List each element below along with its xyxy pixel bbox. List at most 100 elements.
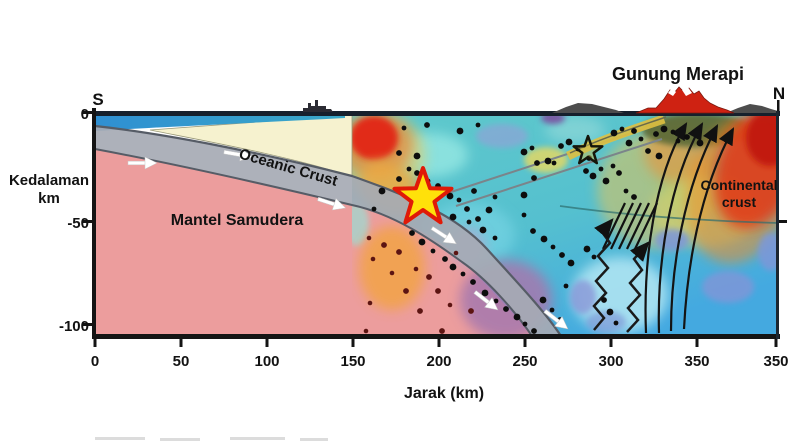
x-tick-label: 250 xyxy=(512,353,537,370)
earthquake-dot xyxy=(396,150,402,156)
volcano-title: Gunung Merapi xyxy=(612,64,744,84)
white-arrow-icon xyxy=(317,196,347,211)
y-axis-title-line1: Kedalaman xyxy=(9,172,89,189)
slab-motion-arrows xyxy=(127,148,569,330)
earthquake-dot xyxy=(655,152,663,160)
earthquake-dot-red xyxy=(453,250,459,256)
x-tick-label: 350 xyxy=(763,353,788,370)
earthquake-dot xyxy=(601,297,607,303)
white-arrow-icon xyxy=(473,290,499,311)
white-arrow-icon xyxy=(127,156,158,170)
earthquake-dot xyxy=(534,160,540,166)
continental-crust-label-line1: Continental xyxy=(701,177,778,193)
earthquake-dot xyxy=(623,188,629,194)
earthquake-dot xyxy=(559,252,565,258)
x-tick xyxy=(523,339,527,347)
snow-cap-icon xyxy=(682,86,692,96)
surface-line xyxy=(93,111,780,116)
earthquake-dot xyxy=(470,279,476,285)
earthquake-dot xyxy=(456,197,462,203)
earthquake-dot xyxy=(401,125,407,131)
earthquake-dot xyxy=(606,308,614,316)
earthquake-dot xyxy=(598,166,604,172)
earthquake-dot xyxy=(675,138,681,144)
earthquake-dot xyxy=(406,166,412,172)
earthquake-dot-red xyxy=(370,256,376,262)
earthquake-dot xyxy=(670,129,676,135)
earthquake-dot-red xyxy=(417,308,423,314)
earthquake-dot xyxy=(631,128,637,134)
earthquake-dot xyxy=(475,216,481,222)
earthquake-dot xyxy=(378,187,386,195)
oceanic-slab xyxy=(95,126,561,336)
earthquake-dot xyxy=(481,289,489,297)
earthquake-dot xyxy=(531,328,537,334)
earthquake-hypocenters-red xyxy=(363,235,474,334)
x-tick xyxy=(695,339,699,347)
earthquake-dot xyxy=(446,192,454,200)
earthquake-dot xyxy=(492,194,498,200)
earthquake-dot xyxy=(583,168,589,174)
sea-region xyxy=(95,116,345,131)
y-tick-label-0: 0 xyxy=(81,106,89,123)
earthquake-dot xyxy=(409,230,415,236)
earthquake-dot xyxy=(418,238,426,246)
earthquake-dot xyxy=(610,129,618,137)
earthquake-dot xyxy=(645,148,651,154)
y-tick xyxy=(83,323,92,326)
earthquake-dot xyxy=(520,148,528,156)
earthquake-dot xyxy=(660,125,668,133)
merapi-volcano xyxy=(635,86,735,114)
earthquake-dot-red xyxy=(396,249,402,255)
moho-line xyxy=(559,205,779,224)
earthquake-dot xyxy=(531,175,537,181)
earthquake-dot xyxy=(424,122,430,128)
earthquake-dot xyxy=(616,170,622,176)
earthquake-dot-red xyxy=(363,328,369,334)
mainshock-star-icon xyxy=(392,166,454,225)
y-axis-title-line2: km xyxy=(38,190,60,207)
earthquake-dot xyxy=(602,177,610,185)
secondary-star-icon xyxy=(572,134,604,165)
slab-bottom-boundary xyxy=(94,148,533,337)
earthquake-dot xyxy=(442,256,448,262)
accretionary-wedge xyxy=(149,114,353,178)
x-tick-label: 350 xyxy=(684,353,709,370)
hatch-line xyxy=(602,202,626,250)
x-tick xyxy=(609,339,613,347)
earthquake-dot xyxy=(466,219,472,225)
y-axis-line xyxy=(92,108,96,339)
earthquake-dot xyxy=(396,176,402,182)
north-tick xyxy=(777,100,780,111)
earthquake-dot-red xyxy=(403,288,409,294)
earthquake-dot-red xyxy=(381,242,387,248)
earthquake-dot xyxy=(540,235,548,243)
white-arrow-icon xyxy=(543,309,569,330)
earthquake-dot xyxy=(565,138,573,146)
earthquake-dot xyxy=(619,126,625,132)
earthquake-dot xyxy=(522,321,528,327)
earthquake-dot xyxy=(539,296,547,304)
volcanic-conduit-anomaly xyxy=(714,113,778,229)
earthquake-dot xyxy=(430,248,436,254)
earthquake-dot xyxy=(471,188,477,194)
earthquake-dot xyxy=(449,213,457,221)
earthquake-dot-red xyxy=(439,328,445,334)
white-arrow-icon xyxy=(430,226,457,245)
x-tick-label: 50 xyxy=(173,353,190,370)
coastal-hill xyxy=(552,103,624,113)
earthquake-dot xyxy=(449,263,457,271)
x-tick-label: 150 xyxy=(340,353,365,370)
earthquake-dot xyxy=(530,228,536,234)
earthquake-dot xyxy=(544,157,552,165)
earthquake-dot xyxy=(513,313,521,321)
x-axis-title: Jarak (km) xyxy=(404,385,484,402)
slab-top-boundary xyxy=(94,124,562,337)
x-tick xyxy=(179,339,183,347)
x-tick xyxy=(265,339,269,347)
earthquake-dot xyxy=(696,139,704,147)
earthquake-dot xyxy=(583,245,591,253)
compass-north-label: N xyxy=(773,84,785,103)
earthquake-dot xyxy=(625,139,633,147)
